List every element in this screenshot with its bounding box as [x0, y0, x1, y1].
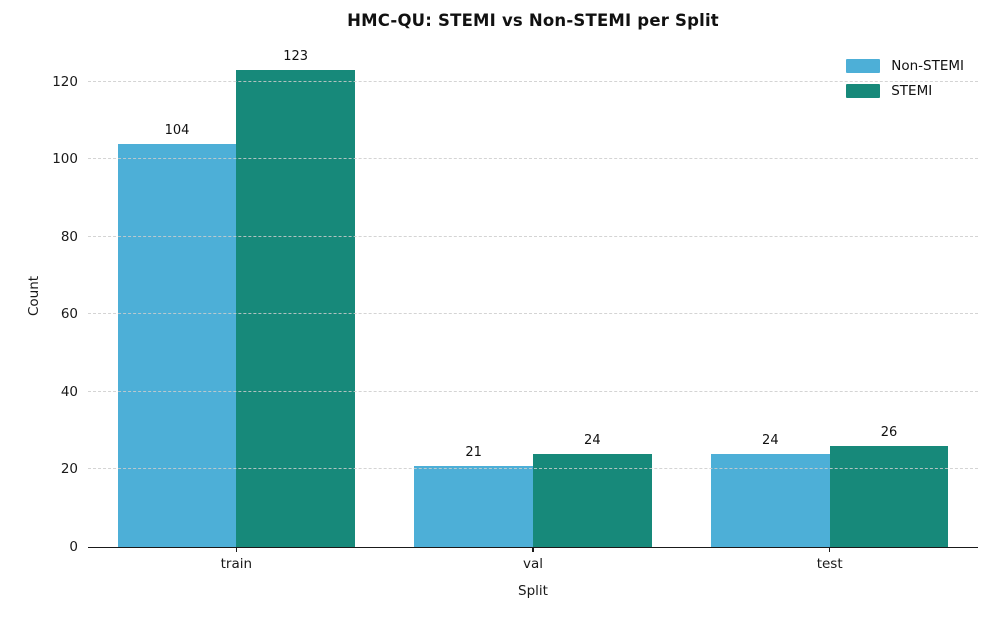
bar-value-label-non-stemi-test: 24: [762, 432, 779, 448]
legend-item-stemi: STEMI: [846, 83, 964, 99]
x-tick-label-train: train: [220, 556, 253, 572]
legend-swatch-non-stemi: [846, 59, 881, 73]
y-tick-label-20: 20: [60, 461, 78, 478]
legend-label-non-stemi: Non-STEMI: [891, 58, 964, 74]
y-axis-label: Count: [26, 275, 43, 317]
gridline-20: [88, 468, 978, 470]
x-tick-label-val: val: [522, 556, 543, 572]
bar-non-stemi-val: [414, 465, 533, 547]
bar-value-label-non-stemi-train: 104: [164, 122, 190, 138]
y-tick-label-120: 120: [52, 73, 78, 90]
legend: Non-STEMI STEMI: [846, 58, 964, 99]
gridline-120: [88, 80, 978, 82]
bar-value-label-non-stemi-val: 21: [465, 444, 482, 460]
y-tick-label-80: 80: [60, 228, 78, 245]
x-tick-mark-test: [828, 547, 831, 552]
legend-swatch-stemi: [846, 84, 881, 98]
gridline-40: [88, 390, 978, 392]
bar-stemi-val: [533, 453, 652, 547]
bar-stemi-test: [829, 446, 949, 547]
bar-value-label-stemi-val: 24: [584, 432, 601, 448]
gridline-80: [88, 235, 978, 237]
bar-non-stemi-test: [711, 453, 830, 547]
gridline-60: [88, 313, 978, 315]
chart-title: HMC-QU: STEMI vs Non-STEMI per Split: [347, 11, 719, 30]
y-tick-label-100: 100: [52, 151, 78, 168]
y-tick-label-40: 40: [60, 383, 78, 400]
legend-item-non-stemi: Non-STEMI: [846, 58, 964, 74]
y-tick-label-0: 0: [69, 539, 78, 555]
bar-stemi-train: [236, 69, 355, 547]
x-axis-label: Split: [518, 583, 548, 599]
gridline-100: [88, 158, 978, 160]
bar-non-stemi-train: [117, 143, 237, 547]
x-tick-mark-val: [532, 547, 534, 552]
x-tick-mark-train: [235, 547, 238, 552]
bar-value-label-stemi-test: 26: [880, 425, 898, 441]
bar-value-label-stemi-train: 123: [283, 48, 309, 64]
plot-area: 104 123 train 21 24 val 24 26 test 0 20 40 60 80 100 12…: [52, 46, 978, 572]
x-tick-label-test: test: [816, 556, 843, 572]
y-tick-label-60: 60: [60, 306, 78, 323]
legend-label-stemi: STEMI: [891, 83, 933, 99]
